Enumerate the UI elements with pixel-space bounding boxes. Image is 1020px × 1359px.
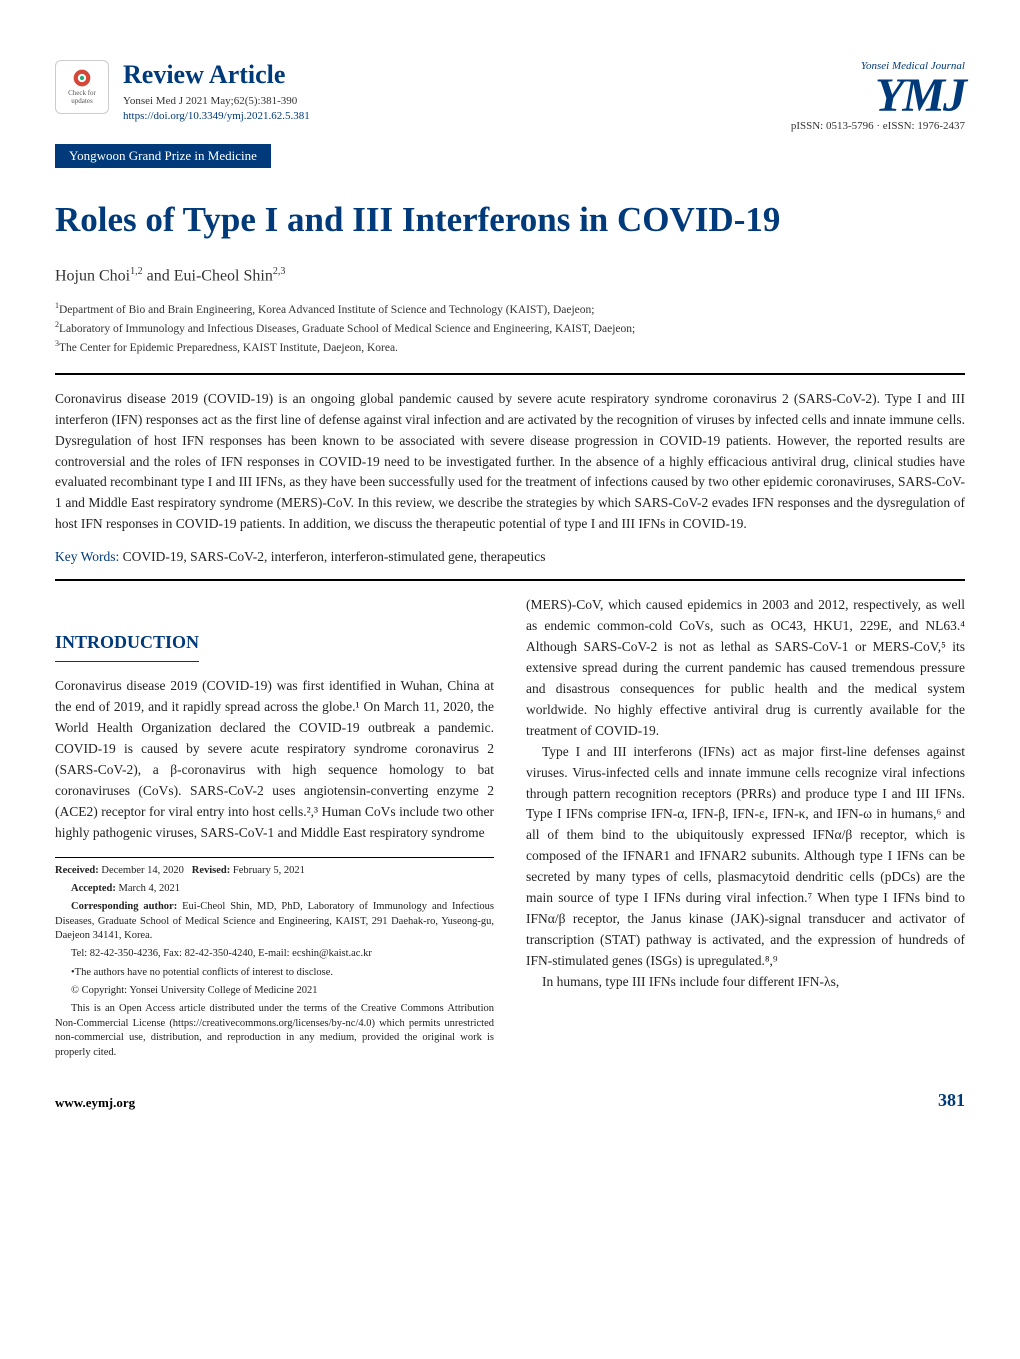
keywords-label: Key Words: bbox=[55, 549, 123, 564]
dates-line-2: Accepted: March 4, 2021 bbox=[55, 882, 494, 897]
section-heading-wrap: INTRODUCTION bbox=[55, 595, 494, 676]
footer-url[interactable]: www.eymj.org bbox=[55, 1095, 135, 1111]
prize-banner: Yongwoon Grand Prize in Medicine bbox=[55, 144, 271, 168]
citation: Yonsei Med J 2021 May;62(5):381-390 bbox=[123, 94, 310, 109]
authors: Hojun Choi1,2 and Eui-Cheol Shin2,3 bbox=[55, 266, 965, 285]
received-date: December 14, 2020 bbox=[101, 865, 184, 876]
affiliation-3-text: The Center for Epidemic Preparedness, KA… bbox=[59, 342, 398, 354]
right-p3: In humans, type III IFNs include four di… bbox=[526, 972, 965, 993]
right-p1: (MERS)-CoV, which caused epidemics in 20… bbox=[526, 595, 965, 741]
two-column-body: INTRODUCTION Coronavirus disease 2019 (C… bbox=[55, 595, 965, 1064]
copyright-line: © Copyright: Yonsei University College o… bbox=[55, 984, 494, 999]
issn: pISSN: 0513-5796 · eISSN: 1976-2437 bbox=[791, 120, 965, 132]
affiliation-2: 2Laboratory of Immunology and Infectious… bbox=[55, 319, 965, 338]
corresp-label: Corresponding author: bbox=[71, 901, 177, 912]
corresponding-author: Corresponding author: Eui-Cheol Shin, MD… bbox=[55, 900, 494, 944]
affiliation-1-text: Department of Bio and Brain Engineering,… bbox=[59, 303, 595, 315]
revised-date: February 5, 2021 bbox=[233, 865, 305, 876]
abstract: Coronavirus disease 2019 (COVID-19) is a… bbox=[55, 389, 965, 535]
journal-logo: YMJ bbox=[791, 74, 965, 117]
doi-link[interactable]: https://doi.org/10.3349/ymj.2021.62.5.38… bbox=[123, 109, 310, 124]
keywords-line: Key Words: COVID-19, SARS-CoV-2, interfe… bbox=[55, 549, 965, 565]
header-left: Check for updates Review Article Yonsei … bbox=[55, 60, 310, 125]
crossmark-icon bbox=[72, 68, 92, 88]
coi-statement: •The authors have no potential conflicts… bbox=[55, 966, 494, 981]
check-badge-text-bottom: updates bbox=[71, 98, 92, 106]
footnotes: Received: December 14, 2020 Revised: Feb… bbox=[55, 864, 494, 1060]
right-p2: Type I and III interferons (IFNs) act as… bbox=[526, 742, 965, 972]
rule-top bbox=[55, 373, 965, 375]
introduction-heading: INTRODUCTION bbox=[55, 629, 199, 662]
affiliation-2-text: Laboratory of Immunology and Infectious … bbox=[59, 322, 635, 334]
right-column: (MERS)-CoV, which caused epidemics in 20… bbox=[526, 595, 965, 1064]
affiliation-3: 3The Center for Epidemic Preparedness, K… bbox=[55, 338, 965, 357]
keywords-text: COVID-19, SARS-CoV-2, interferon, interf… bbox=[123, 549, 546, 564]
affiliation-1: 1Department of Bio and Brain Engineering… bbox=[55, 300, 965, 319]
rule-bottom bbox=[55, 579, 965, 581]
review-block: Review Article Yonsei Med J 2021 May;62(… bbox=[123, 60, 310, 125]
article-type-label: Review Article bbox=[123, 60, 310, 90]
received-label: Received: bbox=[55, 865, 99, 876]
footer-page-number: 381 bbox=[938, 1090, 965, 1111]
intro-p1: Coronavirus disease 2019 (COVID-19) was … bbox=[55, 676, 494, 843]
crossmark-badge[interactable]: Check for updates bbox=[55, 60, 109, 114]
revised-label: Revised: bbox=[192, 865, 231, 876]
dates-line-1: Received: December 14, 2020 Revised: Feb… bbox=[55, 864, 494, 879]
header-right: Yonsei Medical Journal YMJ pISSN: 0513-5… bbox=[791, 60, 965, 132]
header-row: Check for updates Review Article Yonsei … bbox=[55, 60, 965, 132]
accepted-date: March 4, 2021 bbox=[119, 883, 181, 894]
article-title: Roles of Type I and III Interferons in C… bbox=[55, 200, 965, 240]
accepted-label: Accepted: bbox=[71, 883, 116, 894]
license-text: This is an Open Access article distribut… bbox=[55, 1002, 494, 1061]
contact-line: Tel: 82-42-350-4236, Fax: 82-42-350-4240… bbox=[55, 947, 494, 962]
footnote-separator bbox=[55, 857, 494, 858]
affiliations: 1Department of Bio and Brain Engineering… bbox=[55, 300, 965, 357]
left-column: INTRODUCTION Coronavirus disease 2019 (C… bbox=[55, 595, 494, 1064]
page-footer: www.eymj.org 381 bbox=[55, 1090, 965, 1111]
